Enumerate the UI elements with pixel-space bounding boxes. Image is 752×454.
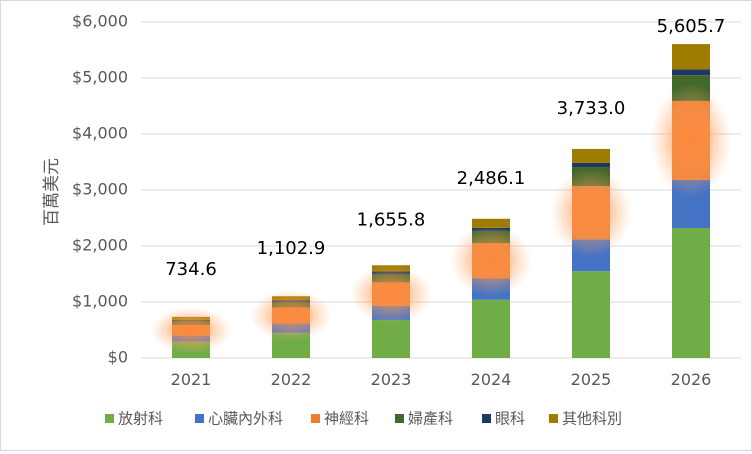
total-label: 734.6	[165, 259, 217, 280]
y-tick-label: $6,000	[72, 12, 128, 31]
x-tick-label: 2022	[271, 370, 312, 389]
highlight-glow	[350, 264, 432, 324]
x-tick-label: 2025	[571, 370, 612, 389]
bar-segment	[572, 271, 610, 358]
y-axis-label: 百萬美元	[42, 158, 62, 226]
x-tick-label: 2021	[171, 370, 212, 389]
y-axis-ticks: $0 $1,000 $2,000 $3,000 $4,000 $5,000 $6,000	[72, 12, 128, 367]
bar-segment	[672, 228, 710, 358]
highlight-glow	[650, 82, 732, 198]
legend-swatch	[549, 414, 558, 423]
legend-label: 婦產科	[408, 410, 453, 428]
total-label: 1,102.9	[257, 238, 326, 259]
legend-swatch	[482, 414, 491, 423]
highlight-glow	[550, 168, 632, 258]
bar-segment	[572, 148, 610, 163]
legend-swatch	[395, 414, 404, 423]
x-tick-label: 2026	[671, 370, 712, 389]
bar-segment	[472, 299, 510, 358]
legend-label: 眼科	[495, 410, 525, 428]
y-tick-label: $5,000	[72, 68, 128, 87]
y-tick-label: $1,000	[72, 292, 128, 311]
x-axis-labels: 2021 2022 2023 2024 2025 2026	[171, 370, 712, 389]
total-labels: 734.6 1,102.9 1,655.8 2,486.1 3,733.0 5,605.7	[165, 16, 725, 280]
highlight-glows	[150, 82, 732, 354]
bar-segment	[572, 162, 610, 168]
legend-label: 放射科	[118, 410, 163, 428]
x-tick-label: 2023	[371, 370, 412, 389]
total-label: 2,486.1	[457, 168, 526, 189]
legend-swatch	[105, 414, 114, 423]
bar-segment	[672, 69, 710, 76]
legend: 放射科 心臟內外科 神經科 婦產科 眼科 其他科別	[105, 410, 622, 428]
highlight-glow	[150, 306, 232, 354]
legend-label: 神經科	[324, 410, 369, 428]
bar-segment	[372, 319, 410, 358]
total-label: 3,733.0	[557, 98, 626, 119]
y-tick-label: $3,000	[72, 180, 128, 199]
gridlines	[141, 21, 741, 359]
legend-label: 心臟內外科	[208, 410, 283, 428]
y-tick-label: $0	[108, 348, 128, 367]
bar-segment	[672, 44, 710, 70]
legend-swatch	[195, 414, 204, 423]
legend-label: 其他科別	[562, 410, 622, 428]
total-label: 5,605.7	[657, 16, 726, 37]
total-label: 1,655.8	[357, 209, 426, 230]
highlight-glow	[250, 289, 332, 342]
x-tick-label: 2024	[471, 370, 512, 389]
legend-swatch	[311, 414, 320, 423]
y-tick-label: $4,000	[72, 124, 128, 143]
y-tick-label: $2,000	[72, 236, 128, 255]
bar-segment	[472, 218, 510, 228]
highlight-glow	[450, 225, 532, 297]
